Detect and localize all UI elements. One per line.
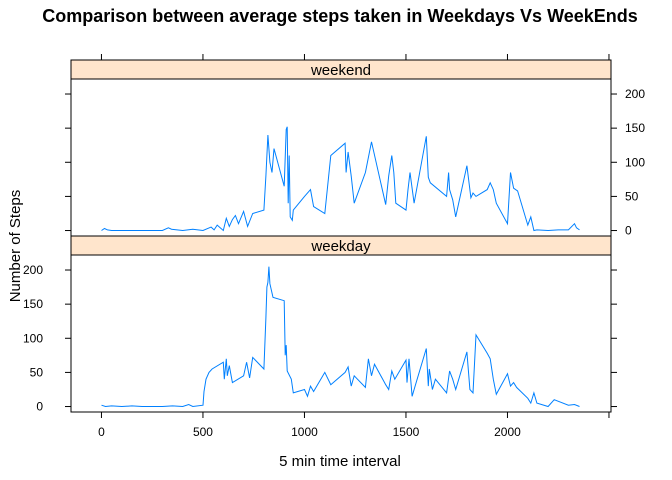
- panel-frame-weekday: [70, 254, 612, 413]
- y-tick-label-weekend-200: 200: [625, 87, 645, 101]
- x-tick-label-0: 0: [98, 425, 105, 439]
- x-tick-label-1500: 1500: [393, 425, 420, 439]
- x-tick-label-500: 500: [193, 425, 213, 439]
- y-tick-label-weekday-100: 100: [23, 331, 43, 345]
- y-tick-label-weekday-150: 150: [23, 297, 43, 311]
- series-line-weekday: [101, 266, 580, 408]
- x-tick-label-1000: 1000: [291, 425, 318, 439]
- x-tick-label-2000: 2000: [494, 425, 521, 439]
- strip-label-weekend: weekend: [310, 62, 371, 79]
- y-tick-label-weekday-200: 200: [23, 263, 43, 277]
- panel-frame-weekend: [70, 78, 612, 237]
- y-tick-label-weekend-100: 100: [625, 155, 645, 169]
- y-axis-label: Number of Steps: [7, 190, 24, 303]
- strip-label-weekday: weekday: [310, 238, 371, 255]
- series-line-weekend: [101, 126, 580, 232]
- x-axis-label: 5 min time interval: [279, 453, 401, 470]
- y-tick-label-weekend-50: 50: [625, 189, 639, 203]
- y-tick-label-weekend-150: 150: [625, 121, 645, 135]
- chart-title: Comparison between average steps taken i…: [42, 6, 638, 26]
- y-tick-label-weekday-50: 50: [30, 365, 44, 379]
- y-tick-label-weekday-0: 0: [36, 400, 43, 414]
- y-tick-label-weekend-0: 0: [625, 224, 632, 238]
